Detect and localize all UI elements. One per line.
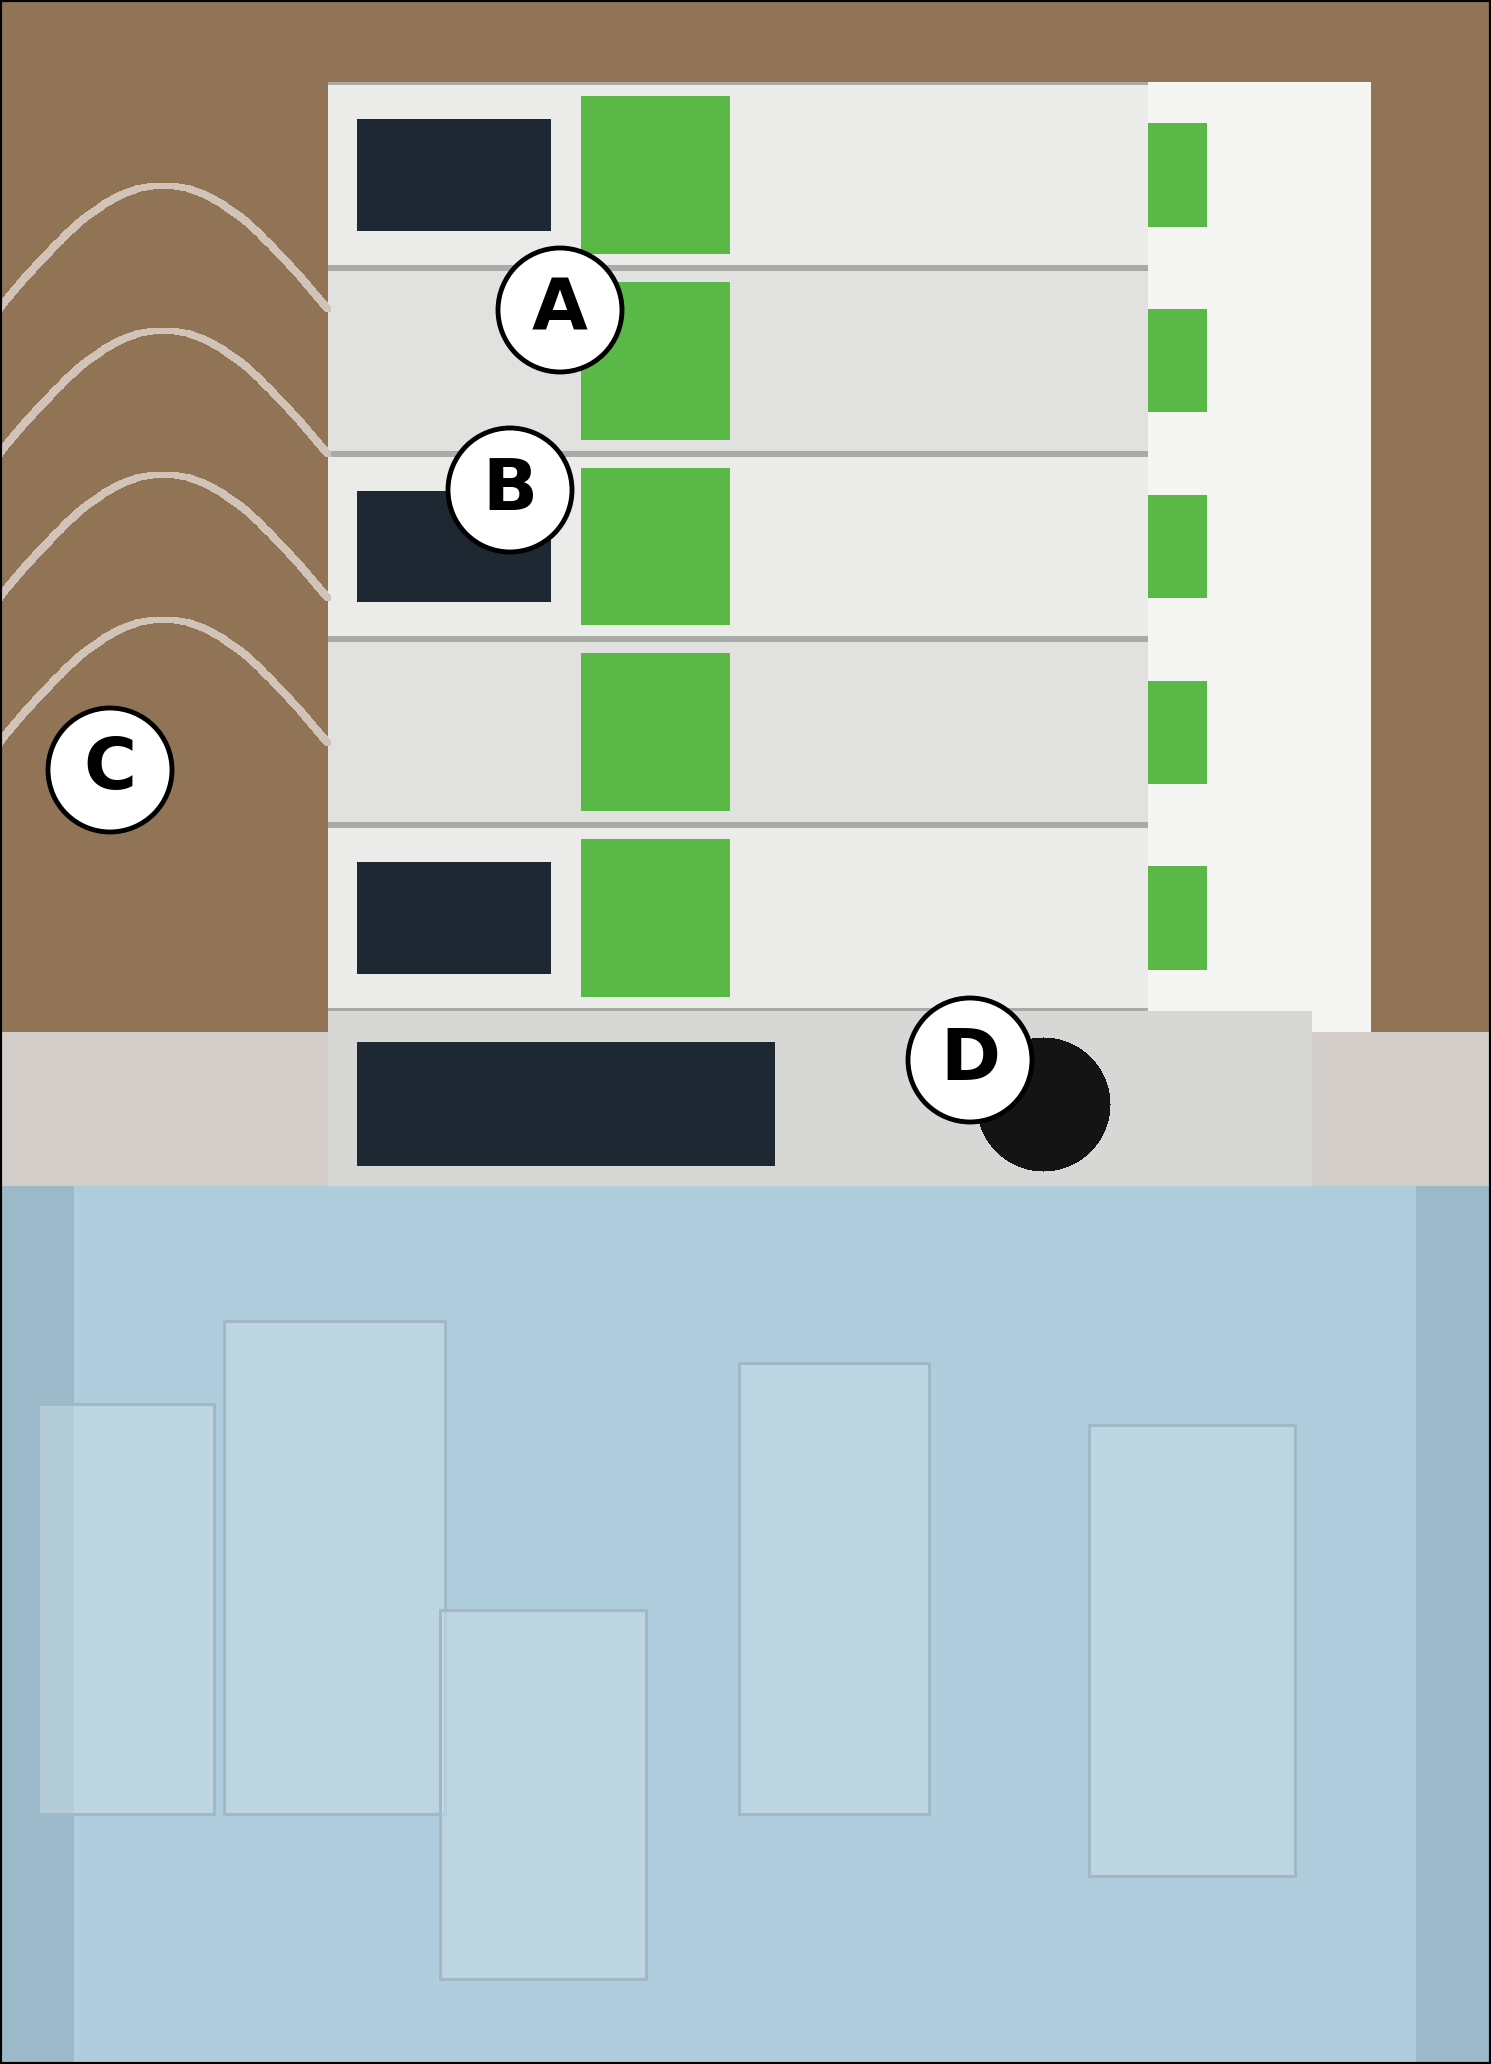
Circle shape: [908, 999, 1032, 1123]
Text: D: D: [939, 1026, 1000, 1094]
Circle shape: [447, 427, 573, 551]
Text: A: A: [532, 275, 587, 345]
Circle shape: [48, 708, 171, 832]
Text: C: C: [83, 735, 137, 805]
Text: B: B: [483, 456, 538, 524]
Circle shape: [498, 248, 622, 372]
